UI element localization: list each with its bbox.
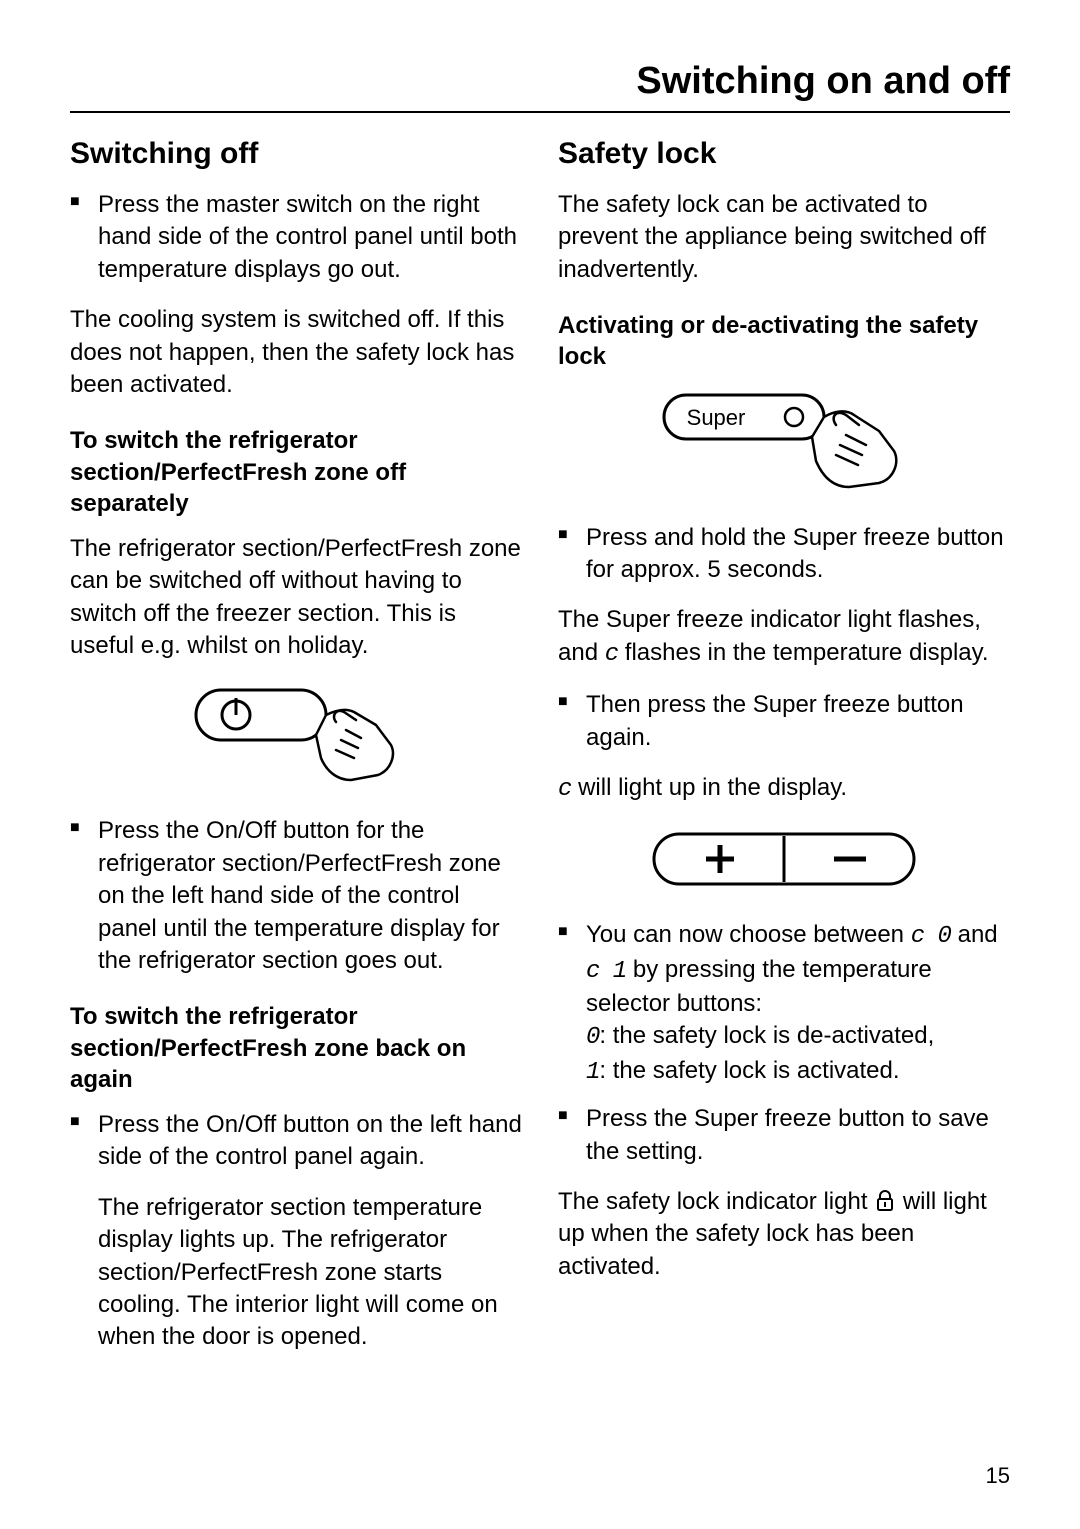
bullet-list: Press and hold the Super freeze button f… — [558, 522, 1010, 587]
subheading: To switch the refrigerator section/Perfe… — [70, 425, 522, 519]
subheading: To switch the refrigerator section/Perfe… — [70, 1001, 522, 1095]
body-text: The refrigerator section/PerfectFresh zo… — [70, 533, 522, 663]
page-number: 15 — [986, 1463, 1010, 1489]
display-glyph-c: c — [558, 776, 571, 803]
content-columns: Switching off Press the master switch on… — [70, 137, 1010, 1372]
list-item-text: Press the On/Off button on the left hand… — [98, 1111, 522, 1170]
left-column: Switching off Press the master switch on… — [70, 137, 522, 1372]
super-label: Super — [687, 405, 746, 430]
text-span: You can now choose between — [586, 921, 911, 948]
list-item: Press and hold the Super freeze button f… — [558, 522, 1010, 587]
page-title: Switching on and off — [70, 60, 1010, 103]
figure-onoff-button — [70, 680, 522, 795]
bullet-list: Then press the Super freeze button again… — [558, 689, 1010, 754]
display-glyph-c1: c 1 — [586, 958, 626, 985]
body-text: The cooling system is switched off. If t… — [70, 304, 522, 401]
list-item: Press the master switch on the right han… — [70, 189, 522, 286]
bullet-list: Press the On/Off button on the left hand… — [70, 1109, 522, 1354]
bullet-list: You can now choose between c 0 and c 1 b… — [558, 919, 1010, 1168]
text-span: : the safety lock is activated. — [599, 1057, 899, 1084]
display-glyph-0: 0 — [586, 1024, 599, 1051]
plus-minus-icon — [644, 824, 924, 894]
text-span: will light up in the display. — [571, 774, 847, 801]
display-glyph-c0: c 0 — [911, 923, 951, 950]
figure-plus-minus — [558, 824, 1010, 899]
text-span: by pressing the temperature selector but… — [586, 956, 932, 1017]
list-item: Press the Super freeze button to save th… — [558, 1103, 1010, 1168]
page: Switching on and off Switching off Press… — [0, 0, 1080, 1529]
bullet-list: Press the On/Off button for the refriger… — [70, 815, 522, 977]
display-glyph-c: c — [605, 641, 618, 668]
list-item: Then press the Super freeze button again… — [558, 689, 1010, 754]
text-span: flashes in the temperature display. — [618, 639, 988, 666]
figure-super-button: Super — [558, 387, 1010, 502]
body-text: The safety lock can be activated to prev… — [558, 189, 1010, 286]
heading-safety-lock: Safety lock — [558, 137, 1010, 171]
body-text: The safety lock indicator light will lig… — [558, 1186, 1010, 1283]
text-span: : the safety lock is de-activated, — [599, 1022, 934, 1049]
heading-switching-off: Switching off — [70, 137, 522, 171]
list-item: You can now choose between c 0 and c 1 b… — [558, 919, 1010, 1089]
display-glyph-1: 1 — [586, 1059, 599, 1086]
list-item: Press the On/Off button on the left hand… — [70, 1109, 522, 1354]
right-column: Safety lock The safety lock can be activ… — [558, 137, 1010, 1372]
text-span: The safety lock indicator light — [558, 1188, 874, 1215]
body-text: The refrigerator section temperature dis… — [98, 1192, 522, 1354]
bullet-list: Press the master switch on the right han… — [70, 189, 522, 286]
super-button-icon: Super — [654, 387, 914, 497]
title-rule — [70, 111, 1010, 113]
subheading: Activating or de-activating the safety l… — [558, 310, 1010, 372]
lock-icon — [874, 1190, 896, 1212]
body-text: c will light up in the display. — [558, 772, 1010, 806]
list-item: Press the On/Off button for the refriger… — [70, 815, 522, 977]
body-text: The Super freeze indicator light flashes… — [558, 604, 1010, 671]
onoff-button-icon — [186, 680, 406, 790]
text-span: and — [951, 921, 998, 948]
